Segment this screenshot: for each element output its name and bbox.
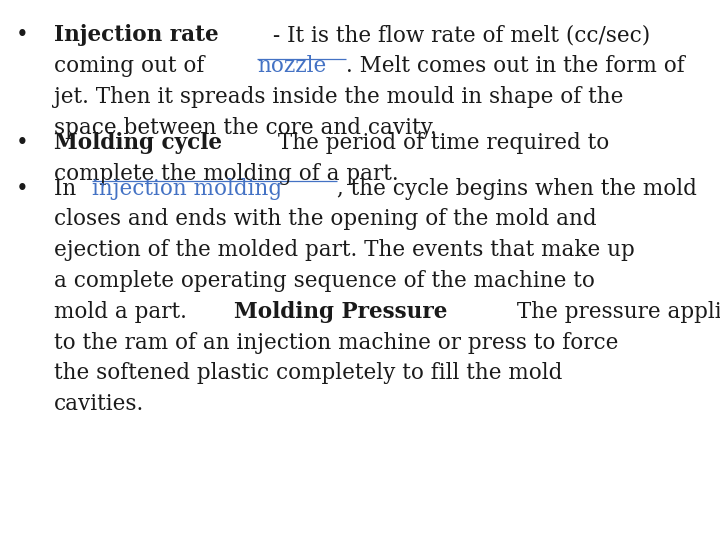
Text: jet. Then it spreads inside the mould in shape of the: jet. Then it spreads inside the mould in… xyxy=(54,86,624,108)
Text: space between the core and cavity.: space between the core and cavity. xyxy=(54,117,437,139)
Text: , the cycle begins when the mold: , the cycle begins when the mold xyxy=(337,178,697,200)
Text: Molding Pressure: Molding Pressure xyxy=(234,301,448,323)
Text: In: In xyxy=(54,178,83,200)
Text: . Melt comes out in the form of: . Melt comes out in the form of xyxy=(346,55,685,77)
Text: •: • xyxy=(16,24,29,46)
Text: Injection rate: Injection rate xyxy=(54,24,219,46)
Text: to the ram of an injection machine or press to force: to the ram of an injection machine or pr… xyxy=(54,332,618,354)
Text: - It is the flow rate of melt (cc/sec): - It is the flow rate of melt (cc/sec) xyxy=(266,24,651,46)
Text: the softened plastic completely to fill the mold: the softened plastic completely to fill … xyxy=(54,362,562,384)
Text: The period of time required to: The period of time required to xyxy=(271,132,609,154)
Text: Molding cycle: Molding cycle xyxy=(54,132,222,154)
Text: •: • xyxy=(16,132,29,154)
Text: a complete operating sequence of the machine to: a complete operating sequence of the mac… xyxy=(54,270,595,292)
Text: mold a part.: mold a part. xyxy=(54,301,194,323)
Text: cavities.: cavities. xyxy=(54,393,144,415)
Text: The pressure applied: The pressure applied xyxy=(510,301,720,323)
Text: ejection of the molded part. The events that make up: ejection of the molded part. The events … xyxy=(54,239,635,261)
Text: closes and ends with the opening of the mold and: closes and ends with the opening of the … xyxy=(54,208,597,231)
Text: •: • xyxy=(16,178,29,200)
Text: complete the molding of a part.: complete the molding of a part. xyxy=(54,163,399,185)
Text: injection molding: injection molding xyxy=(91,178,282,200)
Text: coming out of: coming out of xyxy=(54,55,211,77)
Text: nozzle: nozzle xyxy=(257,55,326,77)
